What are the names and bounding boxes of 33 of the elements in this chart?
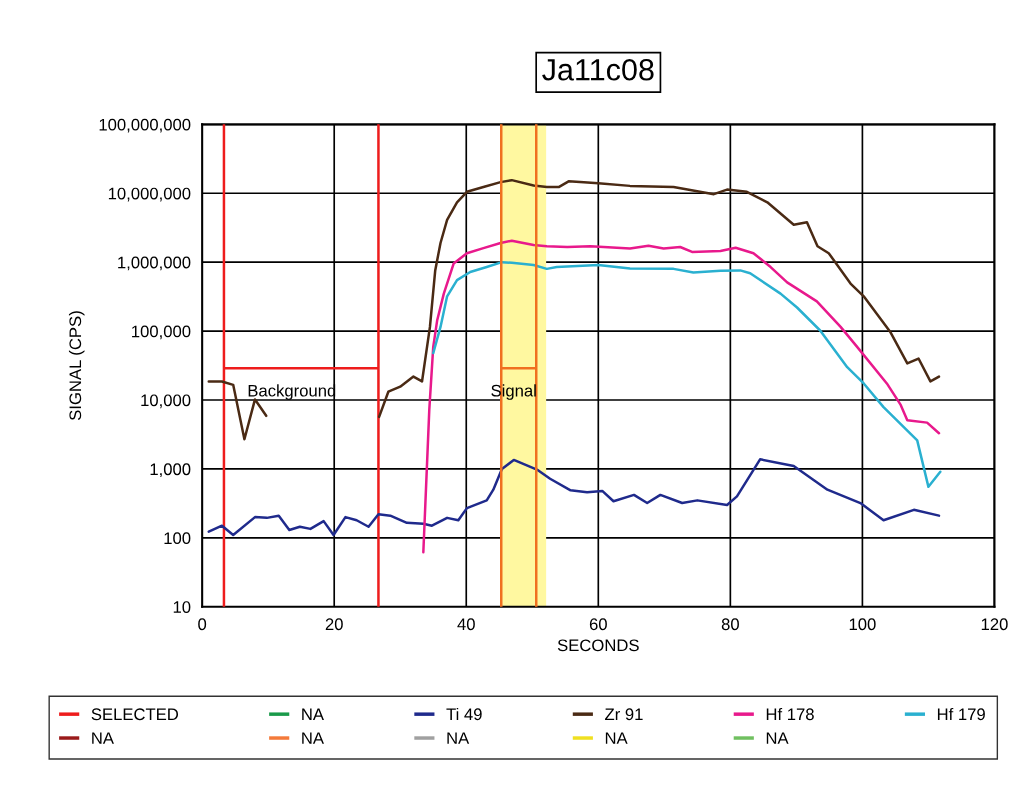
legend-label: NA xyxy=(302,732,324,744)
x-tick-label: 0 xyxy=(198,618,207,631)
chart-title: Ja11c08 xyxy=(542,58,654,81)
x-axis-title: SECONDS xyxy=(557,639,639,652)
legend-label: SELECTED xyxy=(91,708,179,721)
line-series xyxy=(422,239,941,554)
legend-label: Hf 178 xyxy=(766,707,814,721)
line-series xyxy=(431,260,942,489)
y-tick-label: 10,000 xyxy=(141,394,191,409)
x-tick-label: 100 xyxy=(849,618,876,631)
annotation: Signal xyxy=(491,384,536,400)
legend-label: NA xyxy=(447,732,470,744)
y-tick-label: 100,000,000 xyxy=(99,118,191,133)
y-tick-label: 1,000,000 xyxy=(118,256,191,271)
legend-label: NA xyxy=(605,732,628,744)
legend-label: NA xyxy=(302,708,324,720)
legend-label: NA xyxy=(92,732,114,744)
y-tick-label: 100,000 xyxy=(132,325,191,340)
y-tick-label: 1,000 xyxy=(150,463,191,478)
x-tick-label: 20 xyxy=(325,618,343,631)
y-tick-label: 100 xyxy=(164,532,191,545)
x-tick-label: 60 xyxy=(589,618,607,631)
legend-label: Hf 179 xyxy=(937,707,985,721)
x-tick-label: 80 xyxy=(721,618,739,631)
y-axis-title: SIGNAL (CPS) xyxy=(68,311,85,421)
y-tick-label: 10,000,000 xyxy=(108,187,191,202)
legend-label: Zr 91 xyxy=(605,708,643,721)
line-series xyxy=(207,458,941,537)
legend-label: Ti 49 xyxy=(446,707,482,721)
x-tick-label: 40 xyxy=(457,618,475,631)
legend-label: NA xyxy=(766,732,789,744)
x-tick-label: 120 xyxy=(981,618,1008,631)
y-tick-label: 10 xyxy=(173,601,191,613)
